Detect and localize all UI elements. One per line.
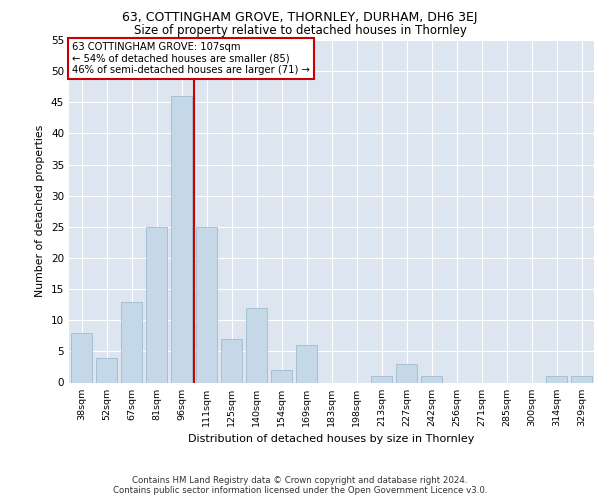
Bar [421,376,442,382]
Bar [546,376,567,382]
Text: Size of property relative to detached houses in Thornley: Size of property relative to detached ho… [134,24,466,37]
Bar [71,332,92,382]
X-axis label: Distribution of detached houses by size in Thornley: Distribution of detached houses by size … [188,434,475,444]
Bar [396,364,417,382]
Bar [121,302,142,382]
Bar [296,345,317,383]
Bar [246,308,267,382]
Bar [171,96,192,382]
Text: 63, COTTINGHAM GROVE, THORNLEY, DURHAM, DH6 3EJ: 63, COTTINGHAM GROVE, THORNLEY, DURHAM, … [122,11,478,24]
Bar [96,358,117,382]
Bar [571,376,592,382]
Text: Contains public sector information licensed under the Open Government Licence v3: Contains public sector information licen… [113,486,487,495]
Y-axis label: Number of detached properties: Number of detached properties [35,125,46,298]
Bar [221,339,242,382]
Text: Contains HM Land Registry data © Crown copyright and database right 2024.: Contains HM Land Registry data © Crown c… [132,476,468,485]
Bar [196,227,217,382]
Bar [271,370,292,382]
Text: 63 COTTINGHAM GROVE: 107sqm
← 54% of detached houses are smaller (85)
46% of sem: 63 COTTINGHAM GROVE: 107sqm ← 54% of det… [71,42,310,75]
Bar [146,227,167,382]
Bar [371,376,392,382]
